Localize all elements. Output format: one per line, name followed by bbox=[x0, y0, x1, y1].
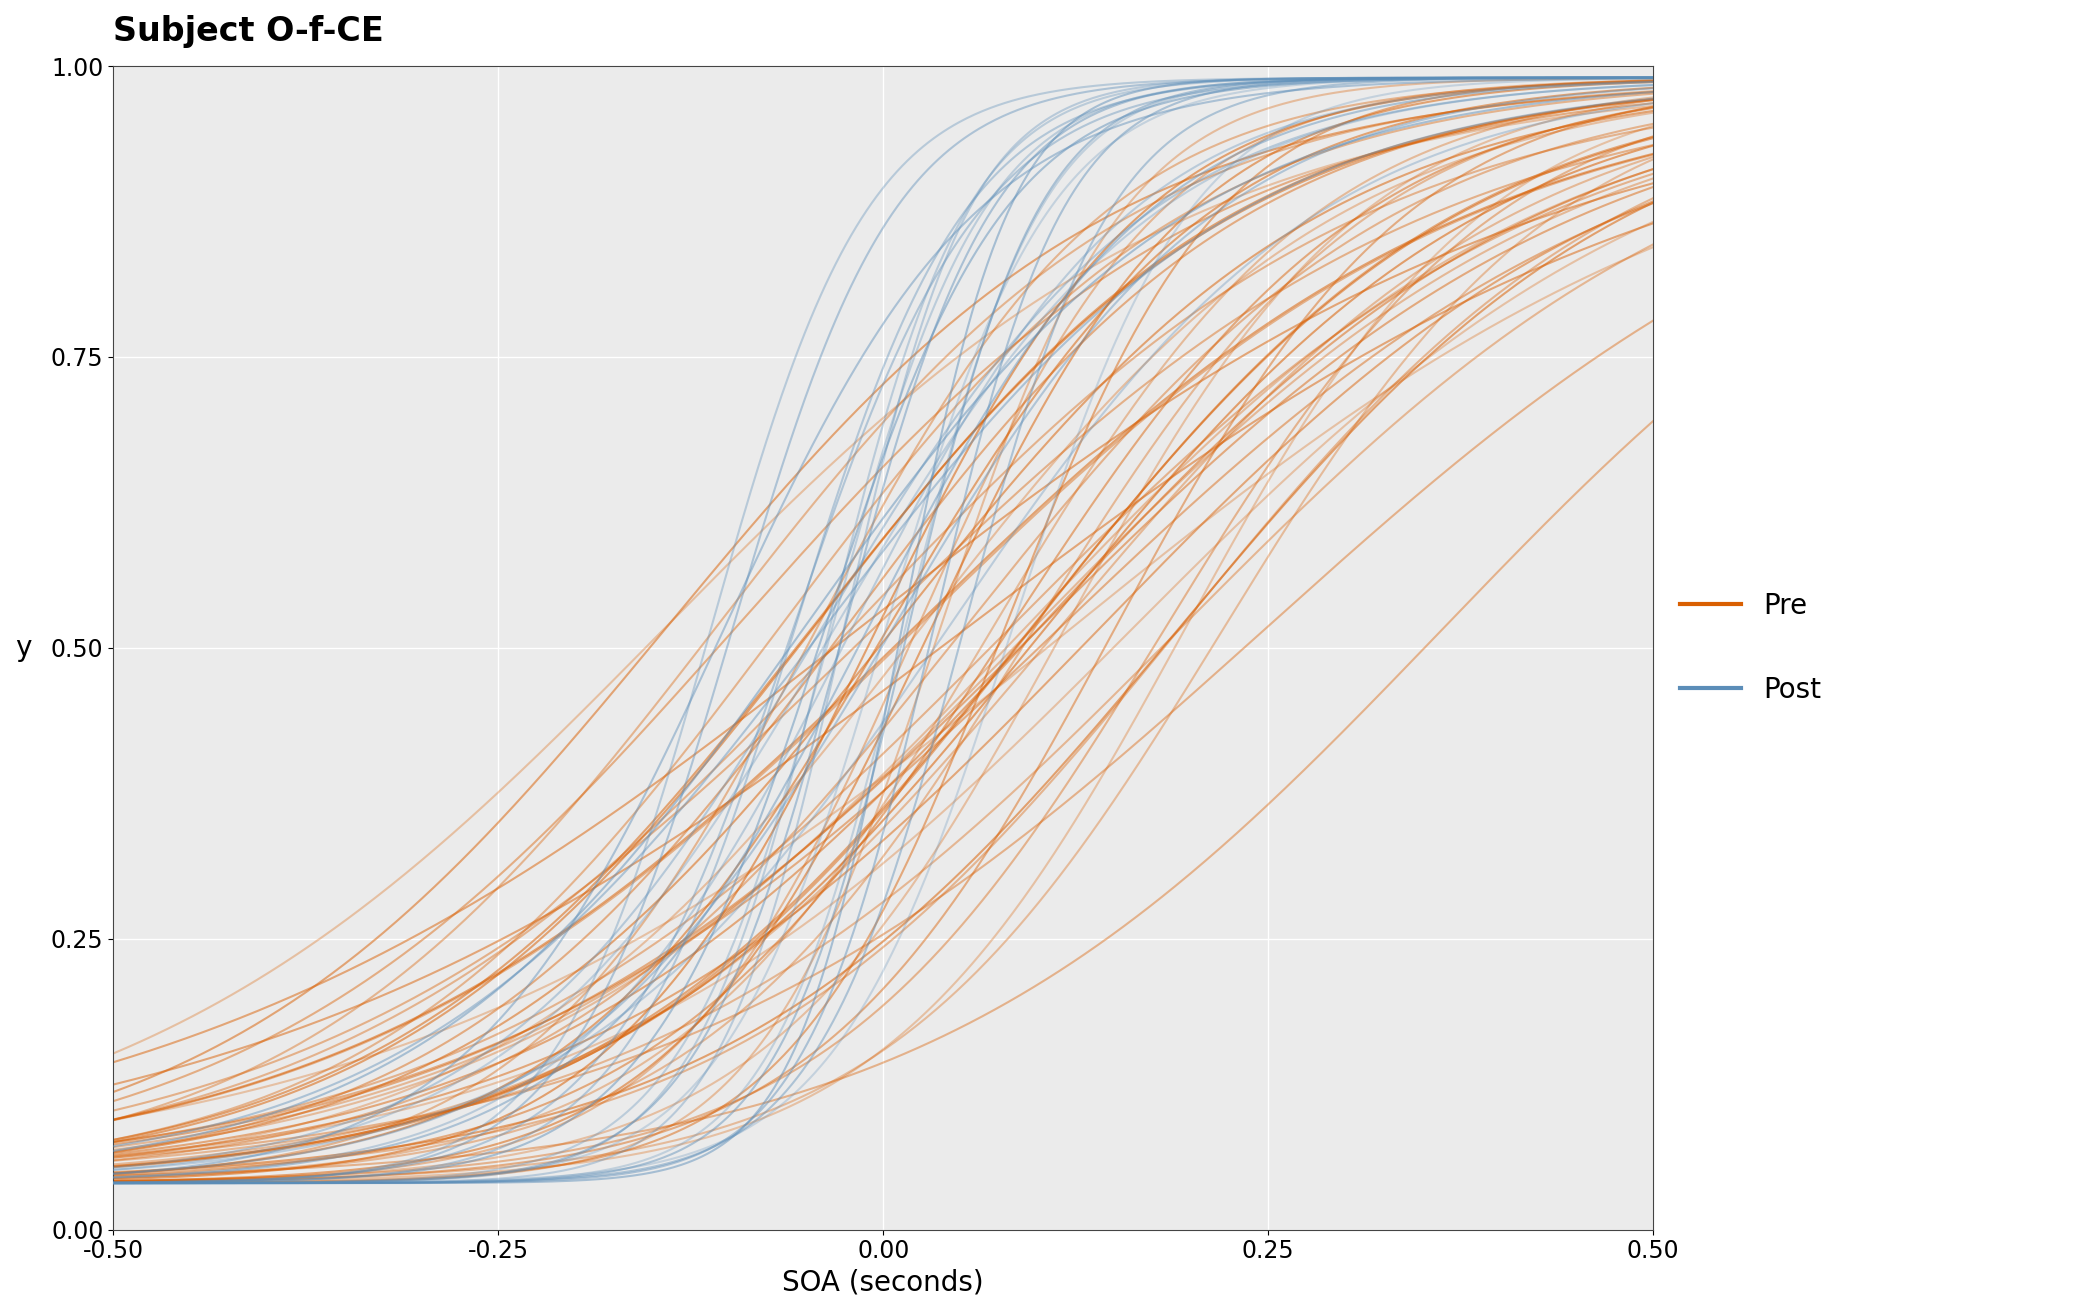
X-axis label: SOA (seconds): SOA (seconds) bbox=[783, 1269, 985, 1298]
Text: Subject O-f-CE: Subject O-f-CE bbox=[113, 14, 384, 49]
Legend: Pre, Post: Pre, Post bbox=[1670, 581, 1831, 715]
Y-axis label: y: y bbox=[15, 634, 32, 661]
